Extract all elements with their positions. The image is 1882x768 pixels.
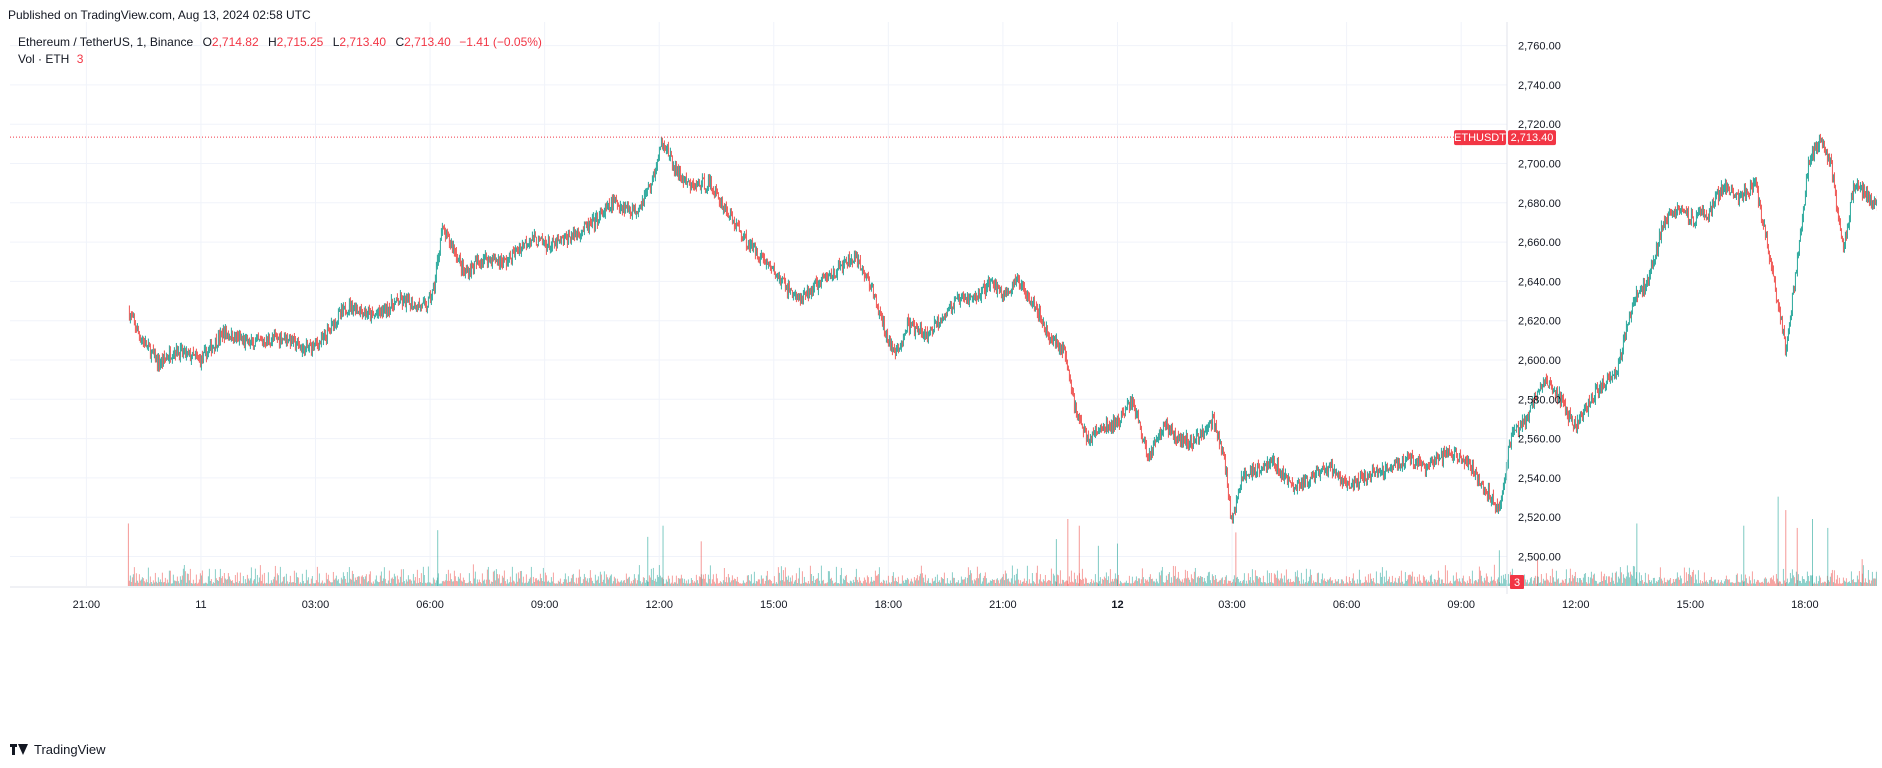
y-tick-label: 2,640.00 bbox=[1518, 276, 1561, 288]
legend-row-volume: Vol · ETH 3 bbox=[18, 51, 542, 68]
x-tick-label: 12 bbox=[1111, 599, 1123, 611]
x-tick-label: 18:00 bbox=[1791, 599, 1819, 611]
y-tick-label: 2,660.00 bbox=[1518, 237, 1561, 249]
x-tick-label: 21:00 bbox=[989, 599, 1017, 611]
x-tick-label: 18:00 bbox=[875, 599, 903, 611]
legend-close-label: C bbox=[395, 35, 405, 49]
chart-axes: 2,500.00 2,520.00 2,540.00 2,560.00 2,580.00… bbox=[10, 22, 1819, 611]
legend-symbol[interactable]: Ethereum / TetherUS, 1, Binance bbox=[18, 35, 194, 49]
x-tick-label: 09:00 bbox=[1447, 599, 1475, 611]
volume-tag-label: 3 bbox=[1514, 577, 1520, 589]
chart-legend: Ethereum / TetherUS, 1, Binance O2,714.8… bbox=[18, 34, 542, 68]
legend-volume-label[interactable]: Vol · ETH bbox=[18, 52, 70, 66]
x-tick-label: 03:00 bbox=[302, 599, 330, 611]
last-price-label: 2,713.40 bbox=[1511, 132, 1554, 144]
x-tick-label: 06:00 bbox=[416, 599, 444, 611]
x-tick-label: 03:00 bbox=[1218, 599, 1246, 611]
legend-high-label: H bbox=[267, 35, 277, 49]
legend-row-ohlc: Ethereum / TetherUS, 1, Binance O2,714.8… bbox=[18, 34, 542, 51]
y-tick-label: 2,700.00 bbox=[1518, 158, 1561, 170]
tradingview-brand: TradingView bbox=[34, 742, 106, 757]
last-price-tag bbox=[1508, 130, 1556, 146]
ticker-tag bbox=[1454, 130, 1506, 146]
y-tick-label: 2,720.00 bbox=[1518, 119, 1561, 131]
tradingview-logo[interactable]: TradingView bbox=[10, 742, 106, 757]
x-tick-label: 12:00 bbox=[645, 599, 673, 611]
legend-high-value: 2,715.25 bbox=[276, 35, 324, 49]
x-tick-label: 15:00 bbox=[1677, 599, 1705, 611]
candlestick-series bbox=[128, 133, 1877, 524]
x-tick-label: 12:00 bbox=[1562, 599, 1590, 611]
y-tick-label: 2,520.00 bbox=[1518, 512, 1561, 524]
x-tick-label: 15:00 bbox=[760, 599, 788, 611]
legend-low-value: 2,713.40 bbox=[339, 35, 387, 49]
x-tick-label: 11 bbox=[195, 599, 206, 611]
legend-volume-value: 3 bbox=[76, 52, 84, 66]
legend-change: −1.41 (−0.05%) bbox=[459, 35, 542, 49]
y-tick-label: 2,600.00 bbox=[1518, 355, 1561, 367]
y-tick-label: 2,540.00 bbox=[1518, 473, 1561, 485]
legend-low-label: L bbox=[332, 35, 340, 49]
y-tick-label: 2,560.00 bbox=[1518, 434, 1561, 446]
ticker-tag-label: ETHUSDT bbox=[1454, 132, 1506, 144]
x-tick-label: 21:00 bbox=[73, 599, 101, 611]
legend-close-value: 2,713.40 bbox=[404, 35, 451, 49]
tradingview-icon bbox=[10, 743, 28, 756]
published-caption: Published on TradingView.com, Aug 13, 20… bbox=[8, 8, 311, 22]
y-tick-label: 2,580.00 bbox=[1518, 394, 1561, 406]
y-tick-label: 2,680.00 bbox=[1518, 198, 1561, 210]
legend-open-value: 2,714.82 bbox=[211, 35, 259, 49]
legend-open-label: O bbox=[202, 35, 212, 49]
chart-background bbox=[10, 22, 1877, 730]
y-tick-label: 2,500.00 bbox=[1518, 552, 1561, 564]
y-tick-label: 2,620.00 bbox=[1518, 316, 1561, 328]
y-tick-label: 2,740.00 bbox=[1518, 80, 1561, 92]
volume-tag bbox=[1510, 575, 1524, 589]
y-tick-label: 2,760.00 bbox=[1518, 41, 1561, 53]
x-tick-label: 09:00 bbox=[531, 599, 559, 611]
chart-grid bbox=[10, 22, 1877, 730]
x-tick-label: 06:00 bbox=[1333, 599, 1361, 611]
volume-bars bbox=[127, 496, 1877, 586]
